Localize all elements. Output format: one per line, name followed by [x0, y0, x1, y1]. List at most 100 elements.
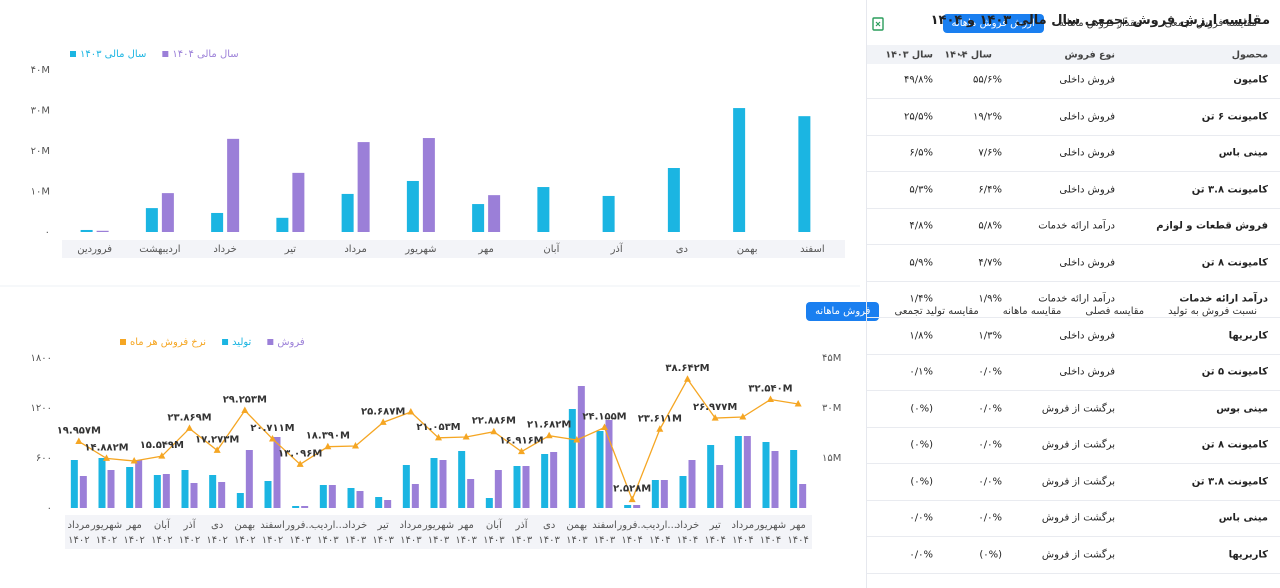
row-separator: [867, 426, 1280, 428]
table-cell: ۵/۳%: [909, 184, 933, 195]
tab[interactable]: مقدار فروش ماهانه: [1058, 18, 1141, 29]
top-tabs: ارزش فروش ماهانه مقدار فروش ماهانه مقایسه …: [942, 14, 1266, 33]
data-label: ۲۴.۱۵۵M: [582, 411, 626, 422]
bar: [651, 480, 659, 508]
line-marker: [269, 434, 276, 442]
table-cell: ۰/۰%: [978, 366, 1002, 378]
bar: [485, 498, 493, 508]
table-cell: فروش قطعات و لوازم: [1156, 220, 1268, 232]
bar: [209, 475, 217, 508]
x-axis-band: [62, 240, 845, 258]
legend-swatch: [162, 51, 169, 57]
y-tick-label: ۶۰۰: [36, 453, 52, 464]
legend-label: سال مالی ۱۴۰۳: [80, 49, 146, 60]
column-header: نوع فروش: [1064, 49, 1115, 61]
bar: [513, 466, 521, 508]
sort-icon[interactable]: [957, 52, 965, 58]
column-header: محصول: [1231, 49, 1268, 61]
tab[interactable]: مقایسه تولید تجمعی: [894, 306, 979, 317]
x-tick-label: شهریور: [90, 520, 122, 531]
x-tick-label: آذر: [610, 242, 624, 255]
row-separator: [867, 280, 1280, 282]
bar: [211, 212, 224, 232]
x-tick-year: ۱۴۰۲: [123, 535, 144, 546]
tab[interactable]: نسبت فروش به تولید: [1168, 306, 1257, 317]
tab[interactable]: فروش ماهانه: [806, 302, 880, 321]
bar: [472, 204, 485, 232]
x-tick-year: ۱۴۰۲: [68, 535, 89, 546]
x-tick-label: بهمن: [566, 520, 587, 531]
line-marker: [435, 433, 442, 441]
column-header[interactable]: سال ۱۴۰۴: [944, 49, 992, 61]
table-cell: ۴۹/۸%: [904, 74, 933, 86]
bar: [439, 460, 447, 508]
table-cell: ۰/۰%: [909, 512, 933, 524]
bar: [458, 451, 466, 508]
line-marker: [794, 400, 802, 407]
column-header[interactable]: سال ۱۴۰۳: [885, 49, 933, 61]
bar: [292, 172, 305, 232]
tab[interactable]: مقایسه فصلی: [1085, 306, 1145, 317]
legend-label: فروش: [277, 337, 305, 348]
bar: [402, 465, 410, 508]
bar: [135, 460, 143, 508]
x-tick-label: فرور...: [616, 520, 647, 531]
tab[interactable]: ارزش فروش ماهانه: [942, 14, 1044, 33]
bar: [227, 138, 240, 232]
line-marker: [158, 452, 166, 459]
line-marker: [186, 424, 193, 431]
data-label: ۲۲.۸۸۶M: [472, 416, 516, 427]
bar: [96, 230, 109, 232]
row-separator: [867, 536, 1280, 537]
x-tick-year: ۱۴۰۲: [206, 535, 227, 546]
table-cell: (۰%): [910, 403, 933, 414]
data-label: ۲۹.۲۵۳M: [223, 394, 267, 405]
y2-tick-label: ۳۰M: [822, 403, 841, 414]
bar: [356, 491, 364, 508]
table-cell: فروش داخلی: [1059, 366, 1115, 378]
bar: [522, 466, 530, 508]
line-marker: [379, 418, 387, 425]
tab[interactable]: مقایسه ماهانه: [1002, 306, 1062, 317]
table-cell: کامیونت ۵ تن: [1201, 366, 1268, 378]
table-cell: برگشت از فروش: [1041, 439, 1115, 451]
line-marker: [490, 427, 498, 435]
x-tick-year: ۱۴۰۳: [538, 535, 560, 546]
y-tick-label: ۴۰M: [31, 65, 50, 76]
x-tick-label: آبان: [543, 242, 560, 255]
table-cell: ۶/۵%: [909, 147, 933, 159]
table-cell: کامیونت ۳.۸ تن: [1191, 476, 1268, 487]
table-cell: کامیونت ۸ تن: [1201, 257, 1268, 268]
line-marker: [573, 436, 581, 443]
table-cell: ۶/۴%: [978, 184, 1002, 195]
bar: [771, 451, 779, 508]
legend-label: سال مالی ۱۴۰۴: [172, 49, 238, 60]
row-separator: [867, 463, 1280, 464]
export-icon[interactable]: [871, 17, 885, 31]
table-cell: ۱/۴%: [909, 293, 933, 305]
table-cell: مینی باس: [1218, 512, 1268, 524]
tab[interactable]: مقایسه فروش تجمعی: [1164, 18, 1257, 29]
x-tick-label: مهر: [457, 520, 473, 531]
line-marker: [462, 433, 470, 440]
x-tick-label: دی: [543, 520, 555, 531]
x-tick-year: ۱۴۰۴: [649, 535, 670, 546]
legend-swatch: [222, 339, 229, 345]
bar: [273, 437, 281, 508]
x-tick-year: ۱۴۰۳: [289, 535, 311, 546]
x-tick-label: اردیب...: [311, 520, 345, 531]
y-tick-label: ۱۸۰۰: [31, 353, 52, 364]
data-label: ۱۹.۹۵۷M: [57, 425, 101, 436]
table-cell: درآمد ارائه خدمات: [1038, 220, 1115, 232]
line-marker: [324, 442, 332, 450]
bar: [660, 480, 668, 508]
bar: [602, 195, 615, 232]
bar: [301, 506, 309, 508]
table-cell: فروش داخلی: [1059, 74, 1115, 86]
table-cell: ۰/۰%: [978, 403, 1002, 414]
line-marker: [656, 425, 664, 432]
row-separator: [867, 98, 1280, 99]
x-tick-label: فروردین: [77, 244, 112, 255]
line-marker: [711, 414, 719, 421]
